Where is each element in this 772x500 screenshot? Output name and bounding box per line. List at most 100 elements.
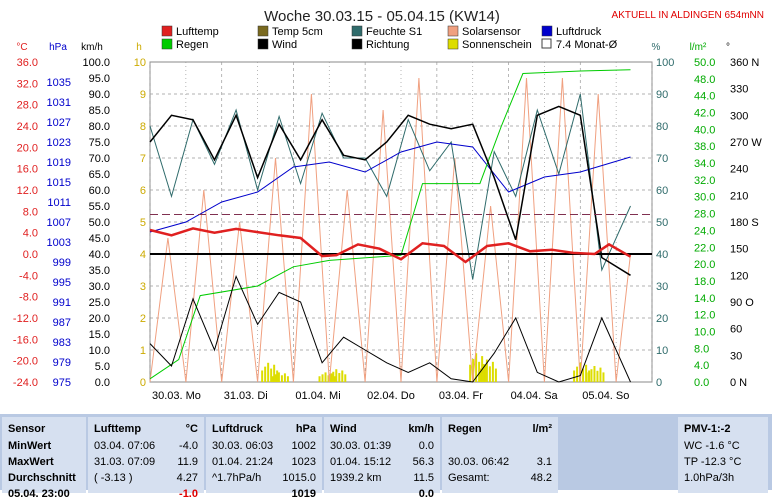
tick-label-deg: 240 xyxy=(730,164,748,176)
legend-label: Wind xyxy=(272,39,297,51)
axis-unit-temp: °C xyxy=(16,42,27,53)
tick-label-kmh: 85.0 xyxy=(89,105,110,117)
regen-unit: l/m² xyxy=(532,423,552,435)
legend-label: Luftdruck xyxy=(556,26,602,38)
feuchte-line xyxy=(149,93,631,280)
tick-label-lm2: 42.0 xyxy=(694,108,715,120)
sunshine-bar xyxy=(327,375,330,382)
sunshine-bar xyxy=(324,372,327,382)
tick-label-kmh: 25.0 xyxy=(89,297,110,309)
x-tick-label: 03.04. Fr xyxy=(439,390,483,402)
axis-unit-pct: % xyxy=(652,42,661,53)
sunshine-bar xyxy=(261,370,264,382)
regen-line xyxy=(149,69,631,380)
luftdruck-max-value: 1023 xyxy=(291,456,316,468)
tick-label-lm2: 48.0 xyxy=(694,74,715,86)
tick-label-pct: 70 xyxy=(656,153,668,165)
sunshine-bar xyxy=(596,370,599,382)
plot-area xyxy=(149,61,653,383)
tick-label-deg: 360 N xyxy=(730,57,759,69)
tick-label-temp: -4.0 xyxy=(19,270,38,282)
tick-label-pct: 90 xyxy=(656,89,668,101)
richtung-line xyxy=(149,105,631,276)
legend-label: 7.4 Monat-Ø xyxy=(556,39,618,51)
wind-line xyxy=(149,274,631,383)
tick-label-lm2: 12.0 xyxy=(694,310,715,322)
legend-swatch xyxy=(257,25,269,37)
tick-label-pct: 10 xyxy=(656,345,668,357)
sunshine-bar xyxy=(576,366,579,382)
tick-label-lm2: 44.0 xyxy=(694,91,715,103)
tick-label-pct: 60 xyxy=(656,185,668,197)
tick-label-temp: 32.0 xyxy=(17,78,38,90)
live-location-link[interactable]: AKTUELL IN ALDINGEN 654mNN xyxy=(612,10,764,21)
sunshine-bar xyxy=(273,364,276,382)
tick-label-kmh: 10.0 xyxy=(89,345,110,357)
tick-label-kmh: 95.0 xyxy=(89,73,110,85)
wind-avg-value: 11.5 xyxy=(413,472,434,484)
sunshine-bar xyxy=(582,368,585,382)
luftdruck-min-value: 1002 xyxy=(291,440,316,452)
tick-label-deg: 330 xyxy=(730,84,748,96)
solarsensor-line xyxy=(149,77,631,383)
tick-label-temp: -8.0 xyxy=(19,292,38,304)
tick-label-lm2: 28.0 xyxy=(694,209,715,221)
tick-label-h: 3 xyxy=(140,281,146,293)
tick-label-temp: -20.0 xyxy=(13,356,38,368)
luftdruck-column: Luftdruck hPa 30.03. 06:03 1002 01.04. 2… xyxy=(206,417,322,500)
tick-label-kmh: 45.0 xyxy=(89,233,110,245)
sensor-column: Sensor MinWert MaxWert Durchschnitt 05.0… xyxy=(2,417,86,500)
wind-distance: 1939.2 km xyxy=(330,472,382,484)
sunshine-bar xyxy=(599,367,602,382)
axis-unit-deg: ° xyxy=(726,42,730,53)
tick-label-hpa: 1031 xyxy=(47,97,71,109)
tick-label-temp: 8.0 xyxy=(23,206,38,218)
legend-label: Solarsensor xyxy=(462,26,521,38)
tick-label-h: 0 xyxy=(140,377,146,389)
tick-label-h: 5 xyxy=(140,217,146,229)
legend-swatch xyxy=(161,38,173,50)
tick-label-hpa: 991 xyxy=(53,297,71,309)
sunshine-bar xyxy=(482,364,485,382)
tick-label-deg: 270 W xyxy=(730,137,762,149)
sunshine-bar xyxy=(573,370,576,382)
lufttemp-min-value: -4.0 xyxy=(179,440,198,452)
tick-label-hpa: 1019 xyxy=(47,157,71,169)
tick-label-temp: -24.0 xyxy=(13,377,38,389)
tick-label-lm2: 38.0 xyxy=(694,141,715,153)
tick-label-pct: 80 xyxy=(656,121,668,133)
luftdruck-avg-value: 1015.0 xyxy=(282,472,316,484)
sunshine-bar xyxy=(587,372,590,382)
regen-header: Regen xyxy=(448,423,482,435)
x-tick-label: 02.04. Do xyxy=(367,390,415,402)
sunshine-bar xyxy=(472,358,475,382)
tick-label-hpa: 1027 xyxy=(47,117,71,129)
wind-min-value: 0.0 xyxy=(418,440,434,452)
pmv-windchill: WC -1.6 °C xyxy=(684,440,740,452)
lufttemp-avg-note: ( -3.13 ) xyxy=(94,472,133,484)
tick-label-hpa: 1015 xyxy=(47,177,71,189)
sunshine-bar xyxy=(341,370,344,382)
tick-label-hpa: 1023 xyxy=(47,137,71,149)
sunshine-bar xyxy=(283,373,286,382)
wind-unit: km/h xyxy=(408,423,434,435)
sunshine-bar xyxy=(329,374,332,382)
tick-label-lm2: 10.0 xyxy=(694,326,715,338)
tick-label-kmh: 60.0 xyxy=(89,185,110,197)
legend-swatch xyxy=(257,38,269,50)
sunshine-bar xyxy=(335,369,338,382)
sunshine-bar xyxy=(276,370,279,382)
x-tick-label: 01.04. Mi xyxy=(295,390,340,402)
axis-unit-lm2: l/m² xyxy=(690,42,707,53)
tick-label-kmh: 70.0 xyxy=(89,153,110,165)
tick-label-lm2: 8.0 xyxy=(694,343,709,355)
sunshine-bar xyxy=(280,375,283,382)
tick-label-pct: 30 xyxy=(656,281,668,293)
tick-label-kmh: 100.0 xyxy=(82,57,110,69)
tick-label-deg: 90 O xyxy=(730,297,754,309)
sunshine-bar xyxy=(333,376,336,382)
sunshine-bar xyxy=(338,373,341,382)
sunshine-bar xyxy=(264,366,267,382)
tick-label-lm2: 14.0 xyxy=(694,293,715,305)
tick-label-deg: 30 xyxy=(730,350,742,362)
